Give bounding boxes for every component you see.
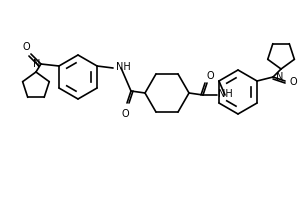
Text: O: O	[121, 109, 129, 119]
Text: N: N	[276, 72, 284, 82]
Text: NH: NH	[116, 62, 131, 72]
Text: O: O	[289, 77, 297, 87]
Text: O: O	[206, 71, 214, 81]
Text: O: O	[22, 42, 30, 52]
Text: NH: NH	[218, 89, 233, 99]
Text: N: N	[33, 59, 40, 69]
